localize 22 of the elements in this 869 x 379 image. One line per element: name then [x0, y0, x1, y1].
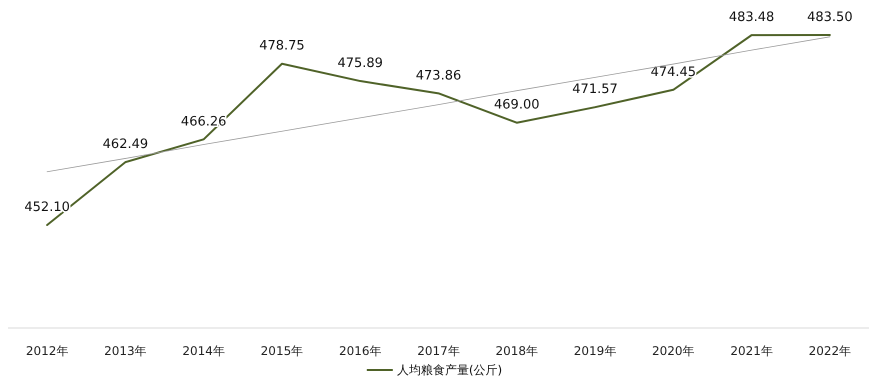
data-label: 462.49	[102, 137, 148, 152]
legend-label: 人均粮食产量(公斤)	[396, 363, 502, 377]
data-label: 483.48	[728, 10, 774, 26]
data-label: 478.75	[259, 38, 305, 54]
data-label: 469.00	[494, 98, 540, 113]
x-tick-label: 2022年	[808, 344, 852, 358]
data-label: 452.10	[24, 200, 70, 215]
x-tick-label: 2019年	[574, 344, 616, 358]
data-label: 473.86	[416, 68, 462, 84]
data-label: 475.89	[337, 56, 383, 72]
x-tick-label: 2021年	[730, 344, 773, 358]
data-label: 474.45	[650, 64, 696, 80]
data-label: 483.50	[807, 10, 853, 25]
x-tick-label: 2013年	[104, 344, 147, 358]
x-tick-label: 2016年	[338, 344, 382, 358]
data-label: 471.57	[572, 82, 618, 98]
x-tick-label: 2017年	[417, 344, 460, 358]
x-tick-label: 2012年	[26, 344, 68, 358]
x-tick-label: 2018年	[496, 344, 538, 358]
x-tick-label: 2015年	[260, 344, 304, 358]
x-tick-label: 2020年	[652, 344, 695, 358]
x-tick-label: 2014年	[182, 344, 225, 358]
